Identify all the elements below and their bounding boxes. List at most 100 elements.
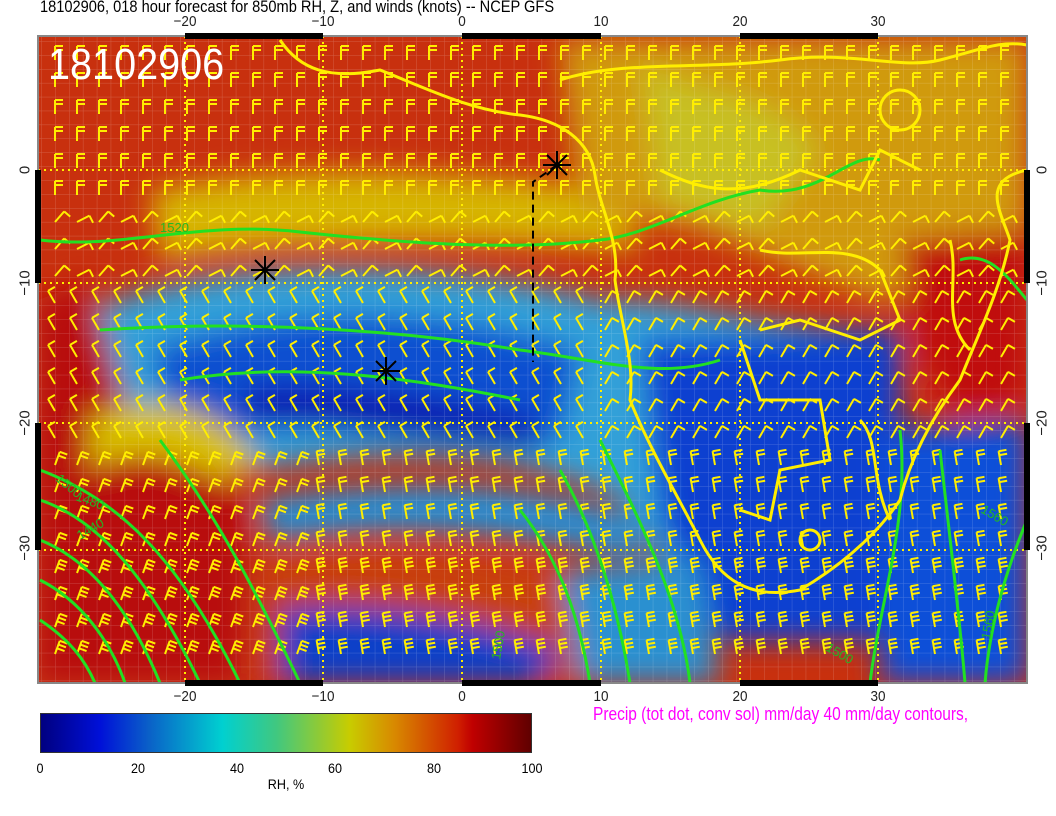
wind-barb: [164, 268, 182, 278]
frame-scale-bars: [35, 33, 1030, 686]
wind-barb: [692, 317, 708, 331]
wind-barb: [120, 153, 129, 168]
wind-barb: [355, 286, 364, 304]
wind-barb: [98, 477, 112, 493]
wind-barb: [113, 394, 122, 412]
wind-barb: [736, 153, 745, 168]
wind-barb: [47, 340, 56, 358]
wind-barb: [113, 367, 122, 385]
wind-barb: [689, 475, 700, 493]
wind-barb: [135, 367, 144, 385]
wind-barb: [406, 153, 415, 168]
wind-barb: [953, 475, 964, 493]
wind-barb: [491, 637, 503, 655]
wind-barb: [890, 371, 906, 385]
wind-barb: [531, 421, 540, 439]
wind-barb: [711, 502, 722, 520]
wind-barb: [912, 398, 928, 412]
wind-barb: [648, 425, 664, 439]
wind-barb: [780, 214, 798, 224]
wind-barb: [447, 610, 459, 628]
wind-barb: [575, 313, 584, 331]
wind-barb: [909, 556, 921, 574]
wind-barb: [670, 371, 686, 385]
wind-barb: [120, 585, 134, 601]
lat-label: −20: [1033, 410, 1051, 436]
wind-barb: [208, 477, 222, 493]
wind-barb: [667, 502, 678, 520]
wind-barb: [934, 99, 943, 114]
wind-barb: [274, 639, 288, 655]
wind-barb: [956, 425, 972, 439]
wind-barb: [997, 448, 1008, 466]
wind-barb: [670, 290, 686, 304]
wind-barb: [164, 214, 182, 224]
wind-barb: [758, 153, 767, 168]
wind-barb: [120, 531, 134, 547]
date-stamp: 18102906: [48, 40, 225, 89]
wind-barb: [381, 475, 392, 493]
wind-barb: [186, 264, 203, 277]
wind-barb: [54, 45, 63, 60]
wind-barb: [777, 556, 789, 574]
wind-barb: [142, 153, 151, 168]
wind-barb: [450, 264, 467, 277]
wind-barb: [956, 126, 965, 141]
wind-barb: [186, 639, 200, 655]
wind-barb: [953, 529, 964, 547]
lon-label: 0: [458, 13, 466, 30]
wind-barb: [538, 153, 547, 168]
wind-barb: [399, 394, 408, 412]
lat-label: 0: [16, 165, 34, 175]
wind-barb: [736, 290, 752, 304]
wind-barb: [956, 45, 965, 60]
wind-barb: [846, 99, 855, 114]
wind-barb: [252, 153, 261, 168]
wind-barb: [447, 448, 458, 466]
wind-barb: [821, 529, 832, 547]
wind-barb: [54, 639, 68, 655]
wind-barb: [824, 398, 840, 412]
wind-barb: [931, 529, 942, 547]
wind-barb: [758, 210, 775, 223]
wind-barb: [54, 264, 71, 277]
wind-barb: [802, 425, 818, 439]
wind-barb: [934, 126, 943, 141]
wind-barb: [931, 502, 942, 520]
wind-barb: [821, 637, 833, 655]
wind-barb: [230, 210, 247, 223]
wind-barb: [604, 317, 620, 331]
wind-barb: [494, 264, 511, 277]
wind-barb: [582, 210, 599, 223]
wind-barb: [491, 556, 503, 574]
wind-barb: [1000, 344, 1016, 358]
wind-barb: [1000, 153, 1009, 168]
wind-barb: [223, 421, 232, 439]
wind-barb: [208, 45, 217, 60]
wind-barb: [337, 475, 348, 493]
wind-barb: [575, 340, 584, 358]
wind-barb: [164, 477, 178, 493]
wind-barb: [252, 504, 266, 520]
wind-barb: [931, 583, 943, 601]
wind-barb: [98, 99, 107, 114]
wind-barb: [296, 585, 310, 601]
wind-barb: [1000, 371, 1016, 385]
wind-barb: [443, 286, 452, 304]
wind-barb: [780, 153, 789, 168]
wind-barb: [333, 421, 342, 439]
wind-barb: [626, 264, 643, 277]
wind-barb: [98, 585, 112, 601]
wind-barb: [736, 241, 754, 251]
wind-barb: [538, 264, 555, 277]
wind-barb: [890, 72, 899, 87]
wind-barb: [76, 558, 90, 574]
asterisk-marker: [372, 357, 400, 385]
wind-barb: [755, 610, 767, 628]
wind-barb: [755, 583, 767, 601]
wind-barb: [777, 610, 789, 628]
wind-barb: [557, 529, 568, 547]
wind-barb: [1000, 99, 1009, 114]
wind-barb: [670, 153, 679, 168]
wind-barb: [230, 639, 244, 655]
